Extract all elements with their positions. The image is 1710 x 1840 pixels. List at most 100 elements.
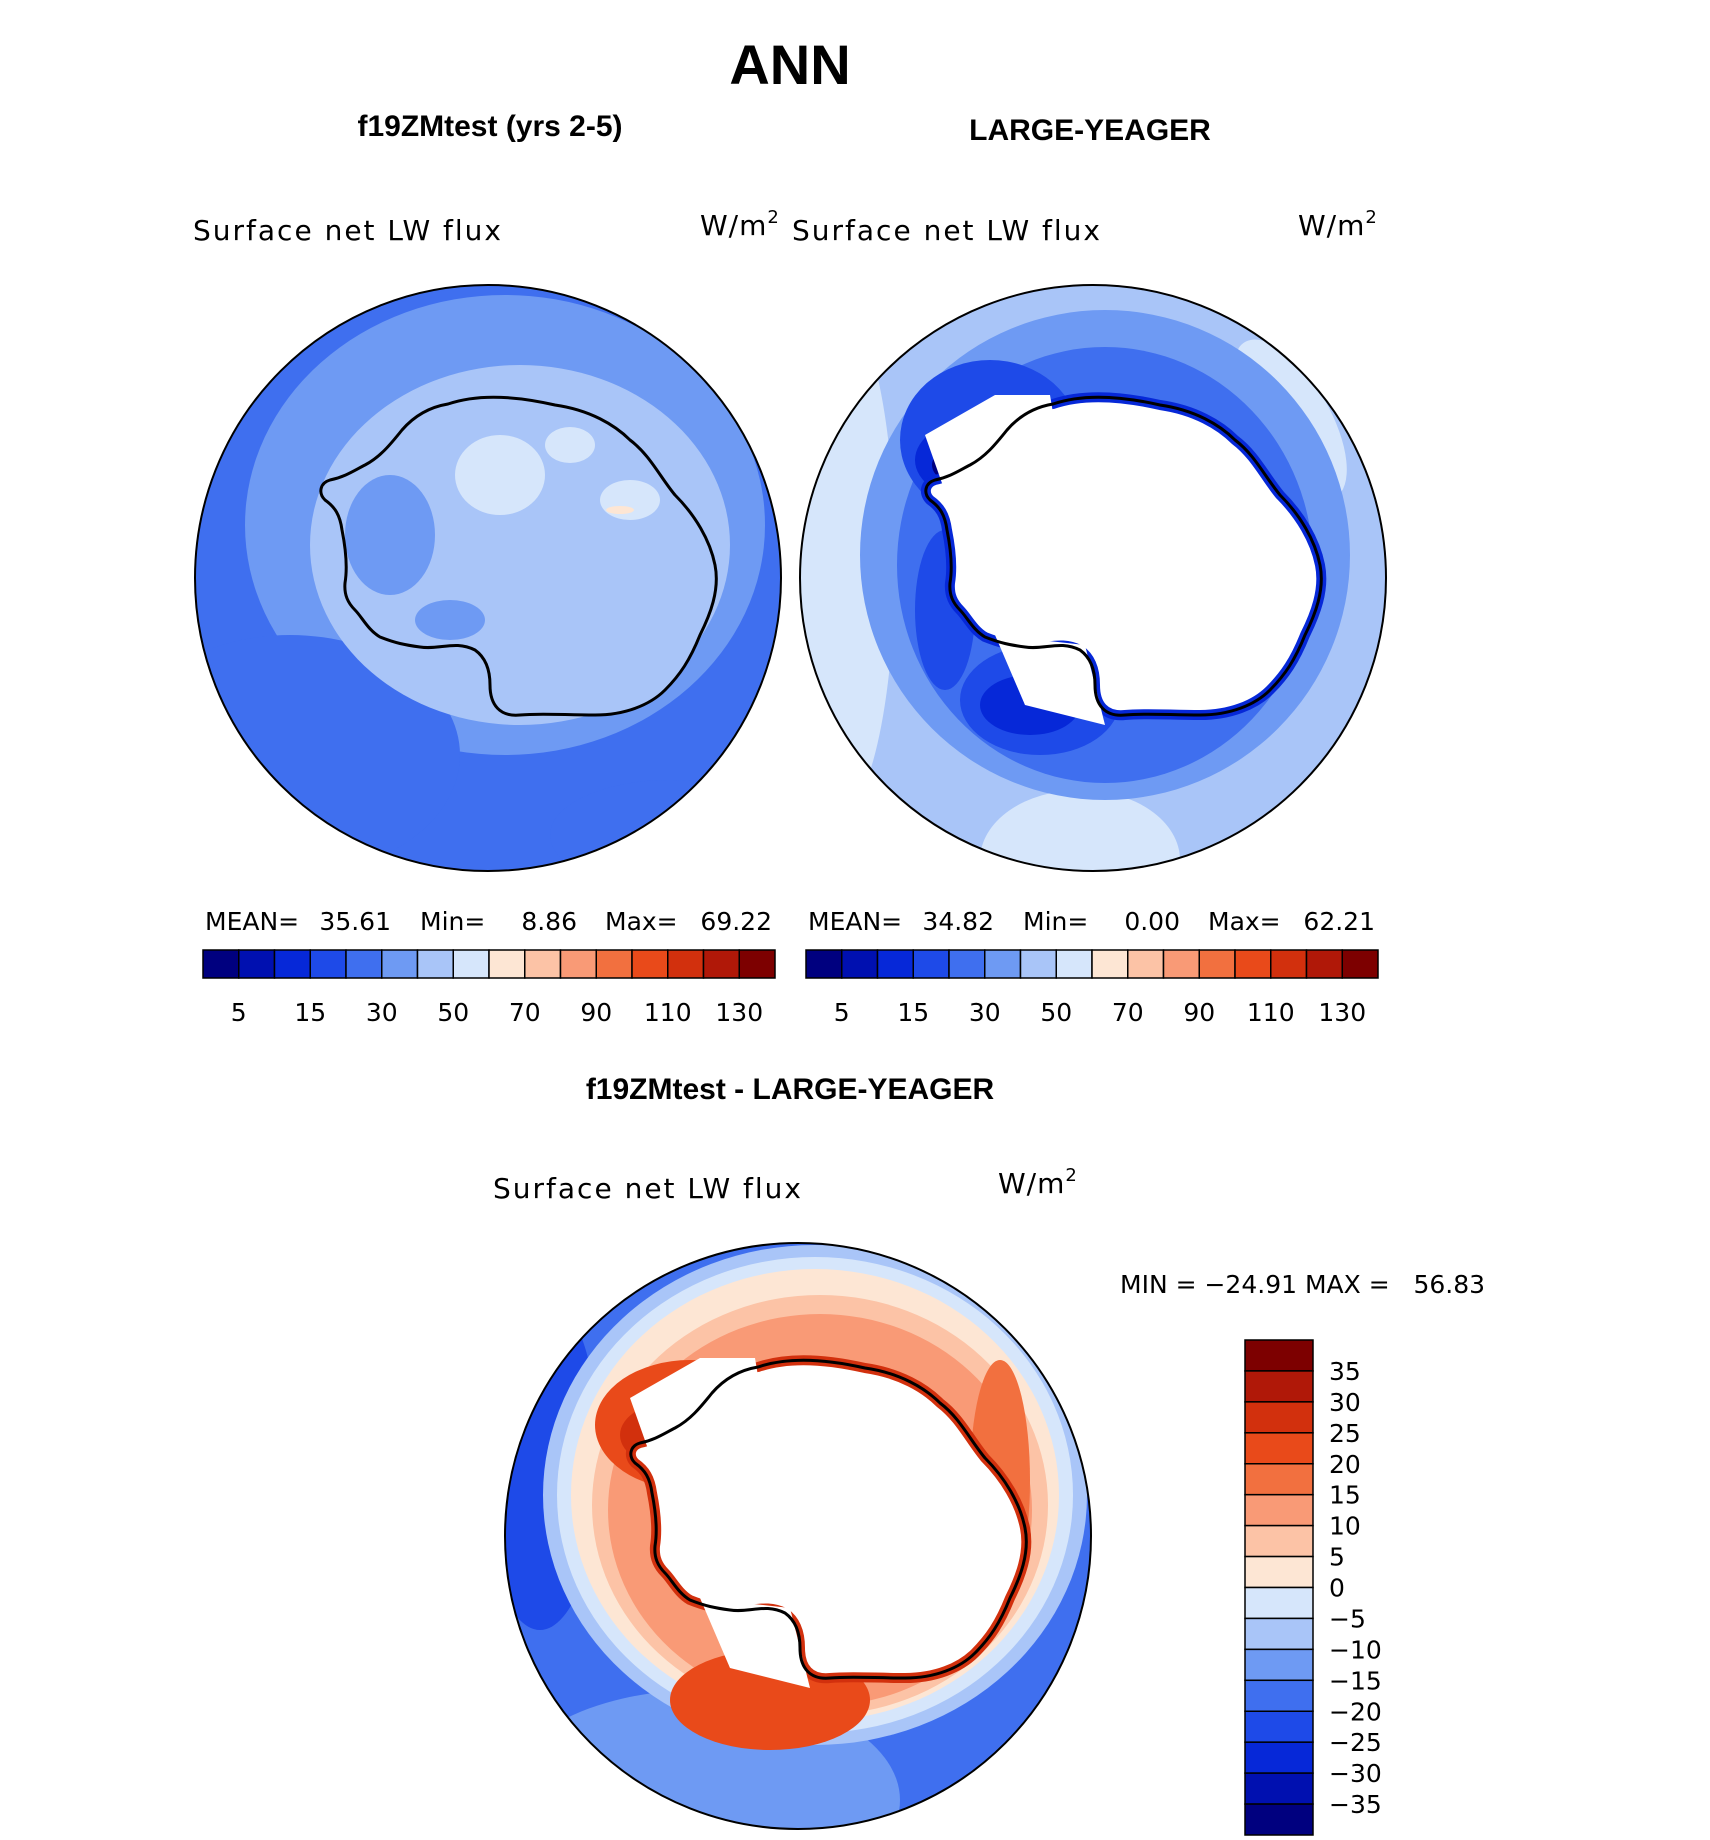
colorbar: 5 15 30 50 70 90 110 130 — [805, 949, 1379, 1027]
colorbar-label: 5 — [834, 998, 850, 1027]
colorbar-swatch — [488, 949, 526, 979]
colorbar-swatch — [1244, 1586, 1314, 1620]
units-label: W/m2 — [700, 207, 780, 242]
colorbar-label: 5 — [1329, 1543, 1345, 1572]
colorbar-label: 15 — [897, 998, 929, 1027]
stats-max-label: Max= — [1208, 907, 1281, 936]
units-label: W/m2 — [998, 1165, 1078, 1200]
colorbar-swatch — [1019, 949, 1057, 979]
colorbar-swatch — [948, 949, 986, 979]
colorbar-label: 5 — [231, 998, 247, 1027]
colorbar-swatch — [702, 949, 740, 979]
units-label: W/m2 — [1298, 207, 1378, 242]
colorbar-swatch — [1198, 949, 1236, 979]
colorbar-label: 10 — [1329, 1512, 1361, 1541]
stats-mean: 35.61 — [319, 907, 391, 936]
colorbar-label: 15 — [294, 998, 326, 1027]
colorbar-swatch — [1162, 949, 1200, 979]
colorbar-swatch — [805, 949, 843, 979]
colorbar-label: 30 — [969, 998, 1001, 1027]
colorbar-swatch — [1244, 1803, 1314, 1836]
colorbar-swatch — [1244, 1524, 1314, 1558]
polar-map — [505, 1243, 1091, 1829]
colorbar-label: 0 — [1329, 1574, 1345, 1603]
figure-title: ANN — [729, 33, 850, 96]
polar-map — [195, 285, 781, 871]
colorbar-label: 130 — [715, 998, 763, 1027]
panel-case-1: f19ZMtest (yrs 2-5) Surface net LW flux … — [193, 110, 782, 1027]
stats-min: 8.86 — [521, 907, 577, 936]
colorbar-swatch — [202, 949, 240, 979]
colorbar-label: 70 — [1112, 998, 1144, 1027]
colorbar: 5 15 30 50 70 90 110 130 — [202, 949, 776, 1027]
stats-mean: 34.82 — [922, 907, 994, 936]
colorbar-swatch — [1305, 949, 1343, 979]
colorbar-label: 25 — [1329, 1419, 1361, 1448]
polar-map — [800, 285, 1386, 871]
variable-label: Surface net LW flux — [792, 214, 1102, 247]
colorbar-label: 15 — [1329, 1481, 1361, 1510]
map-border — [504, 1242, 1092, 1830]
panel-difference: f19ZMtest - LARGE-YEAGER Surface net LW … — [493, 1073, 1485, 1836]
colorbar-swatch — [452, 949, 490, 979]
colorbar-label: 130 — [1318, 998, 1366, 1027]
colorbar-swatch — [309, 949, 347, 979]
colorbar-swatch — [1270, 949, 1308, 979]
min-max-label: MIN = −24.91 MAX = 56.83 — [1120, 1270, 1485, 1299]
colorbar-swatch — [984, 949, 1022, 979]
colorbar-swatch — [1244, 1772, 1314, 1805]
colorbar-swatch — [1244, 1710, 1314, 1743]
colorbar-label: −10 — [1329, 1635, 1382, 1664]
colorbar-swatch — [1341, 949, 1379, 979]
case-title: f19ZMtest - LARGE-YEAGER — [586, 1073, 995, 1106]
colorbar-swatch — [1244, 1493, 1314, 1527]
stats-mean-label: MEAN= — [808, 907, 902, 936]
stats-max: 62.21 — [1303, 907, 1375, 936]
case-title: f19ZMtest (yrs 2-5) — [357, 110, 622, 143]
stats-max: 69.22 — [700, 907, 772, 936]
variable-label: Surface net LW flux — [493, 1172, 803, 1205]
colorbar-label: 110 — [1247, 998, 1295, 1027]
colorbar-swatch — [381, 949, 419, 979]
colorbar-label: −25 — [1329, 1728, 1382, 1757]
colorbar-label: 110 — [644, 998, 692, 1027]
stats-max-label: Max= — [605, 907, 678, 936]
colorbar-swatch — [912, 949, 950, 979]
colorbar-swatch — [1127, 949, 1165, 979]
colorbar-label: 90 — [1183, 998, 1215, 1027]
stats-min: 0.00 — [1124, 907, 1180, 936]
colorbar-swatch — [1244, 1617, 1314, 1651]
colorbar-swatch — [1244, 1370, 1314, 1403]
colorbar-swatch — [345, 949, 383, 979]
colorbar-swatch — [1055, 949, 1093, 979]
colorbar-swatch — [1244, 1555, 1314, 1589]
colorbar-label: 50 — [437, 998, 469, 1027]
colorbar-swatch — [238, 949, 276, 979]
colorbar-label: 30 — [1329, 1388, 1361, 1417]
case-title: LARGE-YEAGER — [969, 114, 1211, 147]
colorbar-swatch — [876, 949, 914, 979]
map-border — [194, 284, 782, 872]
colorbar-swatch — [1244, 1339, 1314, 1372]
colorbar-swatch — [524, 949, 562, 979]
panel-case-2: LARGE-YEAGER Surface net LW flux W/m2 — [792, 114, 1387, 1027]
colorbar-swatch — [841, 949, 879, 979]
stats-mean-label: MEAN= — [205, 907, 299, 936]
colorbar-label: −15 — [1329, 1666, 1382, 1695]
colorbar-swatch — [631, 949, 669, 979]
colorbar-swatch — [595, 949, 633, 979]
colorbar-label: −30 — [1329, 1759, 1382, 1788]
colorbar-swatch — [1091, 949, 1129, 979]
colorbar-swatch — [273, 949, 311, 979]
colorbar-swatch — [1234, 949, 1272, 979]
variable-label: Surface net LW flux — [193, 214, 503, 247]
colorbar-label: 20 — [1329, 1450, 1361, 1479]
colorbar-swatch — [1244, 1401, 1314, 1434]
stats-min-label: Min= — [420, 907, 485, 936]
colorbar-swatch — [738, 949, 776, 979]
colorbar-swatch — [1244, 1741, 1314, 1774]
map-border — [799, 284, 1387, 872]
colorbar-label: −20 — [1329, 1697, 1382, 1726]
